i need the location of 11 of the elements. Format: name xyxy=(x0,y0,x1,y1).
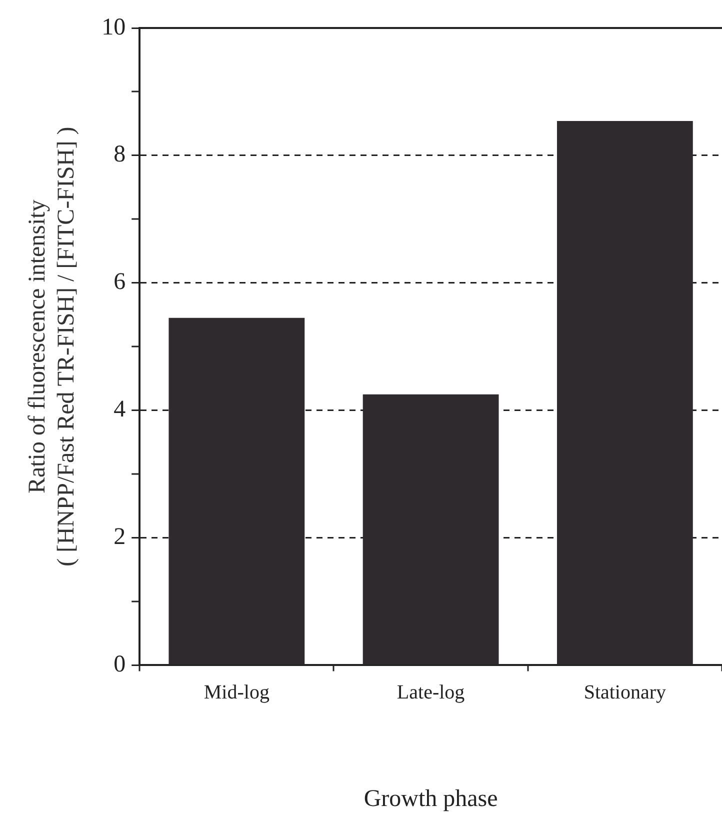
x-axis-title: Growth phase xyxy=(364,786,498,812)
y-tick-label: 0 xyxy=(114,651,126,678)
x-tick-label: Stationary xyxy=(584,681,666,704)
y-tick-label: 6 xyxy=(114,269,126,296)
y-tick-label: 10 xyxy=(102,14,126,40)
y-axis-title: Ratio of fluorescence intensity ( [HNPP/Fast Red TR-FISH] / [FITC-FISH] ) xyxy=(24,126,80,566)
y-tick-label: 2 xyxy=(114,524,126,550)
x-tick-label: Mid-log xyxy=(204,681,270,704)
y-tick-label: 8 xyxy=(114,142,126,168)
x-tick-label: Late-log xyxy=(396,681,465,704)
y-tick-label: 4 xyxy=(114,396,126,423)
